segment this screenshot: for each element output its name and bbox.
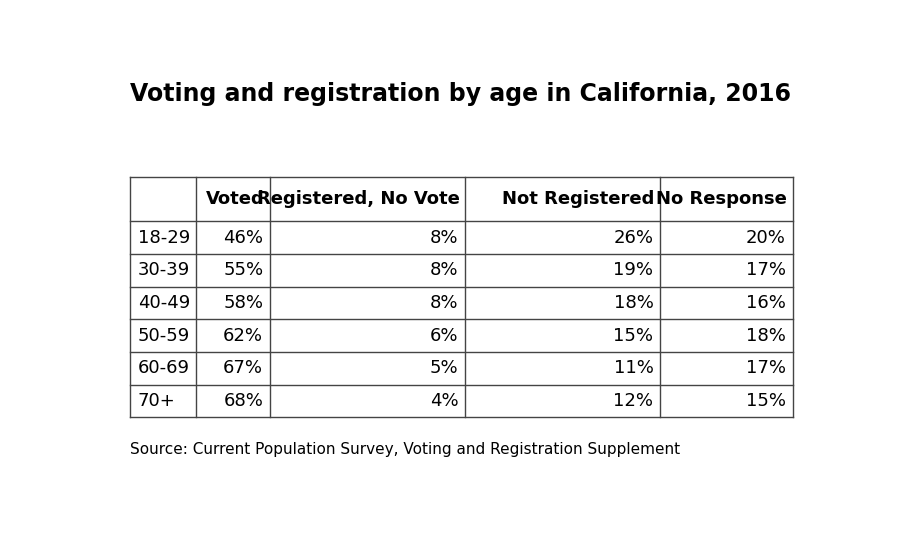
Text: 70+: 70+ <box>138 392 176 410</box>
Text: Not Registered: Not Registered <box>502 190 654 208</box>
Text: 4%: 4% <box>429 392 458 410</box>
Text: 58%: 58% <box>223 294 263 312</box>
Text: 18-29: 18-29 <box>138 229 190 247</box>
Text: 15%: 15% <box>746 392 786 410</box>
Text: 55%: 55% <box>223 261 263 280</box>
Text: 8%: 8% <box>430 229 458 247</box>
Text: Voted: Voted <box>206 190 265 208</box>
Text: 6%: 6% <box>430 327 458 345</box>
Text: 17%: 17% <box>746 359 786 377</box>
Text: 5%: 5% <box>429 359 458 377</box>
Text: 67%: 67% <box>223 359 263 377</box>
Text: Registered, No Vote: Registered, No Vote <box>256 190 460 208</box>
Text: 16%: 16% <box>746 294 786 312</box>
Text: 19%: 19% <box>614 261 653 280</box>
Text: 30-39: 30-39 <box>138 261 190 280</box>
Text: Source: Current Population Survey, Voting and Registration Supplement: Source: Current Population Survey, Votin… <box>130 443 680 457</box>
Text: 8%: 8% <box>430 294 458 312</box>
Text: 8%: 8% <box>430 261 458 280</box>
Text: 17%: 17% <box>746 261 786 280</box>
Text: 18%: 18% <box>746 327 786 345</box>
Text: 68%: 68% <box>223 392 263 410</box>
Text: 50-59: 50-59 <box>138 327 190 345</box>
Text: 12%: 12% <box>614 392 653 410</box>
Text: 40-49: 40-49 <box>138 294 190 312</box>
Text: 46%: 46% <box>223 229 263 247</box>
Text: 15%: 15% <box>614 327 653 345</box>
Text: 20%: 20% <box>746 229 786 247</box>
Text: No Response: No Response <box>656 190 788 208</box>
Text: 18%: 18% <box>614 294 653 312</box>
Text: 11%: 11% <box>614 359 653 377</box>
Text: 62%: 62% <box>223 327 263 345</box>
Text: 60-69: 60-69 <box>138 359 190 377</box>
Text: Voting and registration by age in California, 2016: Voting and registration by age in Califo… <box>130 83 791 107</box>
Text: 26%: 26% <box>614 229 653 247</box>
